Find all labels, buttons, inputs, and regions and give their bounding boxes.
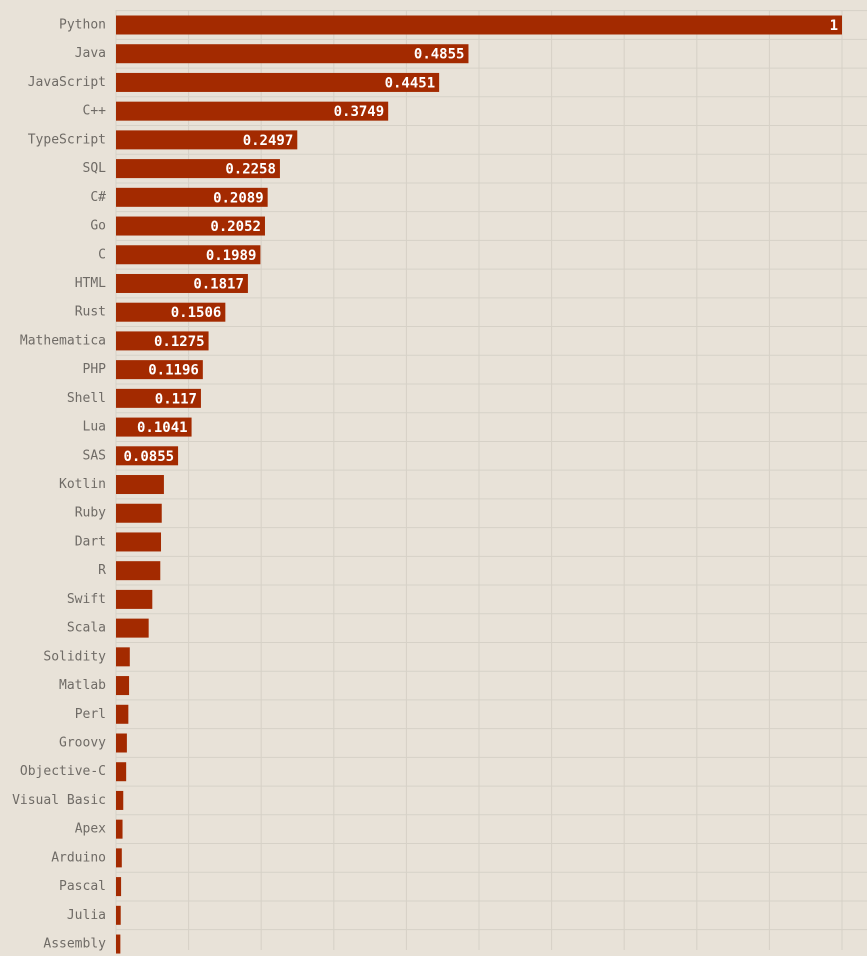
bar[interactable] <box>116 532 162 552</box>
bar[interactable] <box>116 647 130 667</box>
bar-value-label: 0.2052 <box>210 219 261 235</box>
bar[interactable] <box>116 72 440 92</box>
category-tick-label: Shell <box>67 391 106 406</box>
bar[interactable] <box>116 360 203 380</box>
bar-value-label: 0.1196 <box>148 363 199 379</box>
category-tick-label: Pascal <box>59 879 106 894</box>
category-tick-label: Objective-C <box>20 764 106 779</box>
category-tick-label: R <box>98 563 106 578</box>
bar[interactable] <box>116 388 201 408</box>
bar[interactable] <box>116 273 248 293</box>
category-tick-label: Matlab <box>59 678 106 693</box>
category-tick-label: Dart <box>75 534 106 549</box>
category-tick-label: Mathematica <box>20 333 106 348</box>
bar-value-label: 0.2258 <box>225 162 276 178</box>
bar[interactable] <box>116 733 127 753</box>
category-tick-label: JavaScript <box>28 75 106 90</box>
category-tick-label: Visual Basic <box>12 793 106 808</box>
category-tick-label: Lua <box>83 420 106 435</box>
bar[interactable] <box>116 159 280 179</box>
bar[interactable] <box>116 762 127 782</box>
bar[interactable] <box>116 704 129 724</box>
bar[interactable] <box>116 848 122 868</box>
category-tick-label: Solidity <box>43 649 106 664</box>
bar[interactable] <box>116 561 161 581</box>
bar-value-label: 0.117 <box>155 391 197 407</box>
bar[interactable] <box>116 331 209 351</box>
bar[interactable] <box>116 503 162 523</box>
category-tick-label: HTML <box>75 276 106 291</box>
bar[interactable] <box>116 905 121 925</box>
bar[interactable] <box>116 618 149 638</box>
bar-value-label: 0.2497 <box>243 133 294 149</box>
bar-value-label: 0.4451 <box>385 75 436 91</box>
category-tick-label: Assembly <box>43 937 106 952</box>
bar[interactable] <box>116 245 261 265</box>
bar-value-label: 0.0855 <box>123 449 174 465</box>
category-tick-label: Ruby <box>75 506 106 521</box>
category-tick-label: PHP <box>83 362 107 377</box>
bar-value-label: 0.2089 <box>213 190 264 206</box>
bar[interactable] <box>116 15 842 35</box>
bar[interactable] <box>116 790 124 810</box>
bar[interactable] <box>116 934 121 954</box>
bar[interactable] <box>116 101 389 121</box>
category-tick-label: C <box>98 247 106 262</box>
bar[interactable] <box>116 446 179 466</box>
category-tick-label: Julia <box>67 908 106 923</box>
category-tick-label: TypeScript <box>28 132 106 147</box>
bar[interactable] <box>116 302 226 322</box>
bar-value-label: 0.1041 <box>137 420 188 436</box>
bar[interactable] <box>116 877 122 897</box>
bar[interactable] <box>116 589 153 609</box>
category-tick-label: Apex <box>75 822 106 837</box>
bar-value-label: 1 <box>830 18 838 34</box>
category-tick-label: SAS <box>83 448 106 463</box>
bar-value-label: 0.4855 <box>414 47 465 63</box>
bar[interactable] <box>116 676 130 696</box>
bar-value-label: 0.1817 <box>193 276 244 292</box>
category-tick-label: Rust <box>75 305 106 320</box>
category-tick-label: Groovy <box>59 736 106 751</box>
bar[interactable] <box>116 187 268 207</box>
category-tick-label: C++ <box>83 104 107 119</box>
category-tick-label: C# <box>90 190 106 205</box>
category-tick-label: SQL <box>83 161 107 176</box>
category-tick-label: Java <box>75 46 106 61</box>
category-tick-label: Arduino <box>51 850 106 865</box>
category-tick-label: Scala <box>67 621 106 636</box>
bar[interactable] <box>116 130 298 150</box>
bar[interactable] <box>116 44 469 64</box>
bar-value-label: 0.1989 <box>206 248 257 264</box>
bar[interactable] <box>116 417 192 437</box>
category-tick-label: Python <box>59 18 106 33</box>
bar-value-label: 0.3749 <box>334 104 385 120</box>
bar[interactable] <box>116 216 265 236</box>
category-tick-label: Go <box>90 219 106 234</box>
category-tick-label: Kotlin <box>59 477 106 492</box>
category-tick-label: Perl <box>75 707 106 722</box>
bar[interactable] <box>116 819 123 839</box>
category-tick-label: Swift <box>67 592 106 607</box>
bar[interactable] <box>116 475 164 495</box>
bar-value-label: 0.1506 <box>171 305 222 321</box>
bar-value-label: 0.1275 <box>154 334 205 350</box>
